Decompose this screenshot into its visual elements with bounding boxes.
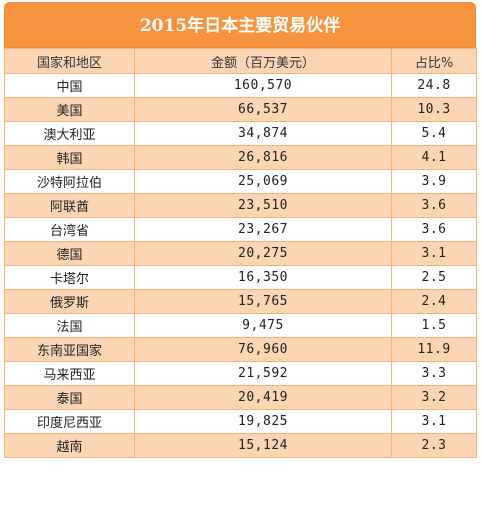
cell-region: 越南 — [4, 433, 135, 458]
cell-share: 1.5 — [391, 313, 477, 338]
table-row: 法国 9,475 1.5 — [4, 313, 477, 338]
table-header-row: 国家和地区 金额（百万美元） 占比% — [4, 48, 477, 74]
cell-amount: 160,570 — [134, 73, 392, 98]
cell-region: 德国 — [4, 241, 135, 266]
trade-partners-table: 国家和地区 金额（百万美元） 占比% 中国 160,570 24.8 美国 66… — [4, 48, 477, 458]
cell-share: 2.5 — [391, 265, 477, 290]
cell-share: 3.6 — [391, 193, 477, 218]
cell-amount: 34,874 — [134, 121, 392, 146]
cell-region: 阿联酋 — [4, 193, 135, 218]
cell-share: 2.4 — [391, 289, 477, 314]
header-amount: 金额（百万美元） — [134, 48, 392, 74]
cell-region: 泰国 — [4, 385, 135, 410]
table-row: 印度尼西亚 19,825 3.1 — [4, 409, 477, 434]
cell-amount: 66,537 — [134, 97, 392, 122]
cell-share: 3.9 — [391, 169, 477, 194]
cell-region: 沙特阿拉伯 — [4, 169, 135, 194]
cell-share: 5.4 — [391, 121, 477, 146]
cell-region: 美国 — [4, 97, 135, 122]
cell-region: 澳大利亚 — [4, 121, 135, 146]
cell-share: 3.2 — [391, 385, 477, 410]
cell-region: 法国 — [4, 313, 135, 338]
cell-region: 韩国 — [4, 145, 135, 170]
table-row: 阿联酋 23,510 3.6 — [4, 193, 477, 218]
cell-amount: 16,350 — [134, 265, 392, 290]
cell-amount: 20,419 — [134, 385, 392, 410]
cell-amount: 21,592 — [134, 361, 392, 386]
cell-region: 卡塔尔 — [4, 265, 135, 290]
cell-share: 24.8 — [391, 73, 477, 98]
table-row: 沙特阿拉伯 25,069 3.9 — [4, 169, 477, 194]
cell-share: 3.6 — [391, 217, 477, 242]
table-row: 东南亚国家 76,960 11.9 — [4, 337, 477, 362]
cell-amount: 26,816 — [134, 145, 392, 170]
cell-region: 俄罗斯 — [4, 289, 135, 314]
table-row: 德国 20,275 3.1 — [4, 241, 477, 266]
cell-region: 中国 — [4, 73, 135, 98]
cell-share: 3.1 — [391, 241, 477, 266]
table-row: 中国 160,570 24.8 — [4, 73, 477, 98]
cell-share: 4.1 — [391, 145, 477, 170]
cell-region: 东南亚国家 — [4, 337, 135, 362]
table-row: 澳大利亚 34,874 5.4 — [4, 121, 477, 146]
table-row: 韩国 26,816 4.1 — [4, 145, 477, 170]
table-row: 越南 15,124 2.3 — [4, 433, 477, 458]
table-row: 美国 66,537 10.3 — [4, 97, 477, 122]
cell-amount: 15,765 — [134, 289, 392, 314]
table-row: 马来西亚 21,592 3.3 — [4, 361, 477, 386]
cell-amount: 9,475 — [134, 313, 392, 338]
table-title: 2015年日本主要贸易伙伴 — [4, 2, 476, 48]
cell-share: 11.9 — [391, 337, 477, 362]
cell-region: 马来西亚 — [4, 361, 135, 386]
cell-region: 印度尼西亚 — [4, 409, 135, 434]
cell-amount: 20,275 — [134, 241, 392, 266]
table-row: 俄罗斯 15,765 2.4 — [4, 289, 477, 314]
cell-amount: 19,825 — [134, 409, 392, 434]
header-region: 国家和地区 — [4, 48, 135, 74]
cell-amount: 23,267 — [134, 217, 392, 242]
cell-region: 台湾省 — [4, 217, 135, 242]
cell-amount: 15,124 — [134, 433, 392, 458]
cell-amount: 76,960 — [134, 337, 392, 362]
cell-share: 2.3 — [391, 433, 477, 458]
cell-amount: 25,069 — [134, 169, 392, 194]
cell-amount: 23,510 — [134, 193, 392, 218]
table-row: 泰国 20,419 3.2 — [4, 385, 477, 410]
cell-share: 3.1 — [391, 409, 477, 434]
trade-partners-table-container: 2015年日本主要贸易伙伴 国家和地区 金额（百万美元） 占比% 中国 160,… — [4, 2, 477, 458]
cell-share: 10.3 — [391, 97, 477, 122]
table-row: 卡塔尔 16,350 2.5 — [4, 265, 477, 290]
header-share: 占比% — [391, 48, 477, 74]
table-row: 台湾省 23,267 3.6 — [4, 217, 477, 242]
cell-share: 3.3 — [391, 361, 477, 386]
